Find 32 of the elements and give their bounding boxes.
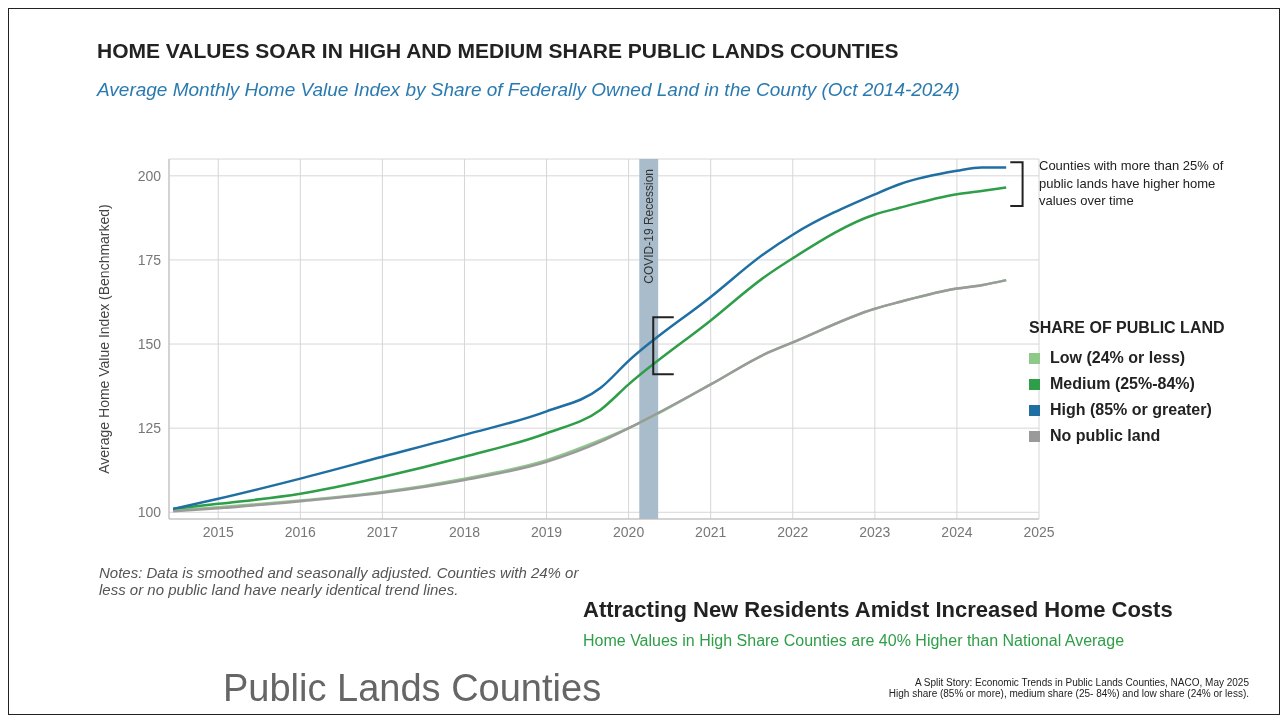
text: Notes: Data is smoothed and seasonally adjusted. Counties with 24% or less or no public land have nearly identical trend lines. xyxy=(99,564,579,598)
legend-label: High (85% or greater) xyxy=(1049,401,1213,419)
x-tick-label: 2015 xyxy=(202,523,235,540)
x-tick-label: 2016 xyxy=(284,523,317,540)
x-tick-label: 2025 xyxy=(1023,523,1055,540)
legend-title: SHARE OF PUBLIC LAND xyxy=(1029,319,1225,337)
band-label: COVID-19 Recession xyxy=(641,169,656,284)
legend-label: Medium (25%-84%) xyxy=(1049,375,1196,393)
x-tick-label: 2020 xyxy=(613,523,645,540)
text: A Split Story: Economic Trends in Public Lands Counties, NACO, May 2025 xyxy=(914,677,1249,688)
text: High share (85% or more), medium share (25- 84%) and low share (24% or less). xyxy=(888,688,1249,699)
chart-title: HOME VALUES SOAR IN HIGH AND MEDIUM SHARE PUBLIC LANDS COUNTIES xyxy=(97,39,899,63)
y-tick-label: 125 xyxy=(137,420,162,437)
y-tick-label: 100 xyxy=(137,504,162,521)
x-tick-label: 2022 xyxy=(777,523,809,540)
y-tick-label: 200 xyxy=(137,167,162,184)
x-tick-label: 2024 xyxy=(941,523,973,540)
legend-label: Low (24% or less) xyxy=(1049,349,1187,367)
legend-label: No public land xyxy=(1049,427,1162,445)
y-axis-title: Average Home Value Index (Benchmarked) xyxy=(95,204,112,474)
x-tick-label: 2021 xyxy=(695,523,727,540)
text: Public Lands Counties xyxy=(223,667,602,710)
y-tick-label: 150 xyxy=(137,336,162,353)
x-tick-label: 2018 xyxy=(448,523,481,540)
text: Home Values in High Share Counties are 40% Higher than National Average xyxy=(583,632,1125,650)
text: Attracting New Residents Amidst Increased Home Costs xyxy=(583,597,1173,623)
x-tick-label: 2019 xyxy=(530,523,563,540)
text: Counties with more than 25% of public lands have higher home values over time xyxy=(1039,157,1225,210)
x-tick-label: 2023 xyxy=(859,523,891,540)
x-tick-label: 2017 xyxy=(366,523,399,540)
chart-subtitle: Average Monthly Home Value Index by Share of Federally Owned Land in the County (Oct 2014-2024) xyxy=(97,79,960,101)
y-tick-label: 175 xyxy=(137,251,162,268)
